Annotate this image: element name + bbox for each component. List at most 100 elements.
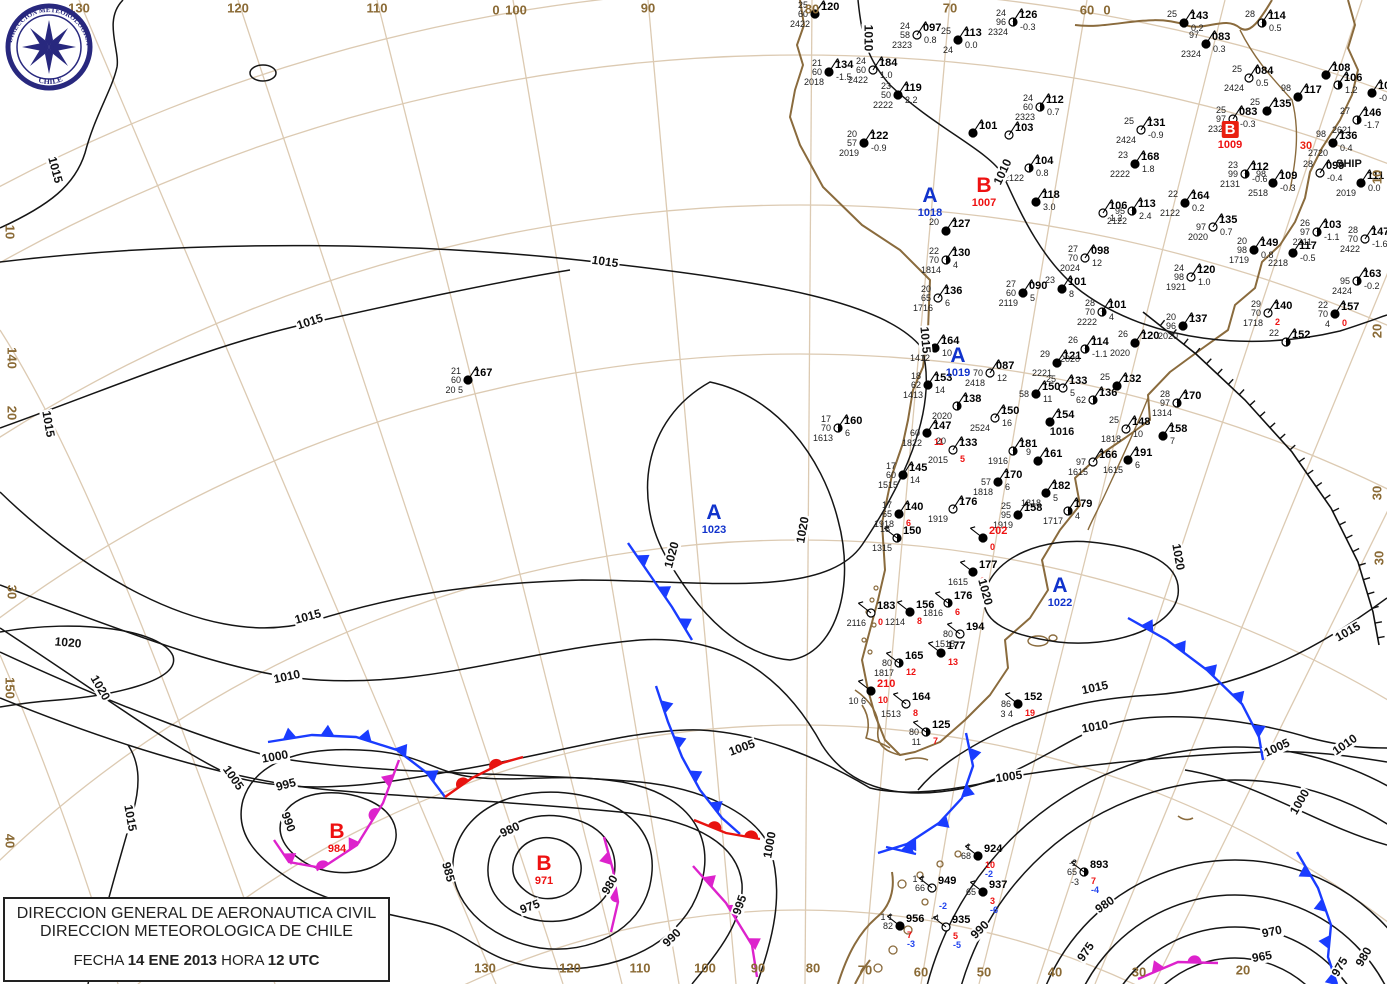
station-text: 28 (1160, 389, 1170, 399)
station-text: 58 (900, 30, 910, 40)
station-text: -1.5 (836, 72, 852, 82)
station-text: 27 (1006, 279, 1016, 289)
station-text: 147 (933, 420, 951, 432)
station-text: 24 (856, 56, 866, 66)
station-text: -5 (953, 940, 961, 950)
station-text: 95 (1115, 206, 1125, 216)
station-text: 70 (1251, 308, 1261, 318)
station-text: 0.5 (1256, 78, 1269, 88)
station-text: 109 (1279, 170, 1297, 182)
station-plot: 949 -2 1 166 (912, 874, 956, 911)
station-text: 152 (1292, 329, 1310, 341)
station-text: 106 (1109, 200, 1127, 212)
station-text: 1515 (878, 480, 898, 490)
station-plot: 937 3-6 65 (966, 879, 1007, 915)
station-text: 20 (921, 284, 931, 294)
station-text: 10 (1133, 429, 1143, 439)
station-text: 60 (451, 375, 461, 385)
station-text: 2015 (928, 455, 948, 465)
station-text: 168 (1141, 151, 1159, 163)
station-text: 99 (1228, 169, 1238, 179)
station-text: 10 6 (848, 696, 866, 706)
station-text: -1.1 (1092, 349, 1108, 359)
antarctic-peninsula (837, 871, 894, 984)
station-text: 150 (1001, 405, 1019, 417)
station-text: 120 (1197, 264, 1215, 276)
station-text: 165 (905, 650, 923, 662)
station-text: 1816 (923, 608, 943, 618)
station-plot: 181 1916 (988, 437, 1037, 466)
station-text: 1315 (872, 543, 892, 553)
amazon-river (1239, 29, 1298, 191)
station-text: 1716 (913, 303, 933, 313)
station-text: 70 (973, 368, 983, 378)
station-text: 19 (1025, 708, 1035, 718)
station-text: 1.2 (1345, 85, 1358, 95)
station-text: 25 (1232, 64, 1242, 74)
station-text: 114 (1091, 336, 1110, 348)
station-text: 1413 (903, 390, 923, 400)
station-text: 2122 (1107, 216, 1127, 226)
station-text: 194 (966, 621, 985, 633)
station-text: 097 (923, 22, 941, 34)
high-pressure-center: A 1022 (1047, 574, 1073, 609)
station-text: 70 (1085, 307, 1095, 317)
station-text: -3 (1071, 877, 1079, 887)
warm-front (693, 818, 761, 841)
low-pressure-center: B 1007 (971, 174, 997, 209)
station-text: 7 (933, 736, 938, 746)
station-text: 98 (1174, 272, 1184, 282)
station-plot: 176 1919 (928, 495, 977, 524)
station-text: 134 (835, 59, 854, 71)
station-text: 157 (1341, 301, 1359, 313)
station-text: 2524 (970, 423, 990, 433)
station-text: 5 (1053, 493, 1058, 503)
station-text: 25 (1109, 415, 1119, 425)
station-plot: 133 5 20 2015 (928, 436, 977, 465)
station-text: 143 (1190, 10, 1208, 22)
station-text: 1718 (1243, 318, 1263, 328)
station-text: 29 (1251, 299, 1261, 309)
station-text: -1.1 (1324, 232, 1340, 242)
station-text: -1.6 (1372, 239, 1387, 249)
station-text: 7 (1170, 436, 1175, 446)
high-pressure-center: A 1018 (917, 184, 943, 219)
station-text: 1 1 (912, 874, 925, 884)
station-text: 0 (1342, 318, 1347, 328)
station-text: 60 (812, 67, 822, 77)
station-text: 2222 (873, 100, 893, 110)
station-text: 0 (878, 617, 883, 627)
station-text: 112 (1046, 94, 1064, 106)
cold-front (1295, 851, 1339, 984)
high-pressure-center: A 1019 (945, 344, 971, 379)
station-text: -0.7 (1379, 93, 1387, 103)
station-text: 5 (960, 454, 965, 464)
dmc-logo: DIRECCION METEOROLOGICA CHILE (5, 3, 93, 91)
station-text: 4 (953, 260, 958, 270)
station-text: 146 (1363, 107, 1381, 119)
station-text: 1919 (928, 514, 948, 524)
station-text: 176 (959, 496, 977, 508)
org-line-1: DIRECCION GENERAL DE AERONAUTICA CIVIL (16, 905, 377, 922)
station-text: 163 (1363, 268, 1381, 280)
station-text: 113 (1138, 198, 1156, 210)
station-text: -0.6 (1252, 174, 1268, 184)
station-text: 2424 (1332, 286, 1352, 296)
station-text: 156 (916, 599, 934, 611)
station-text: 60 (1006, 288, 1016, 298)
